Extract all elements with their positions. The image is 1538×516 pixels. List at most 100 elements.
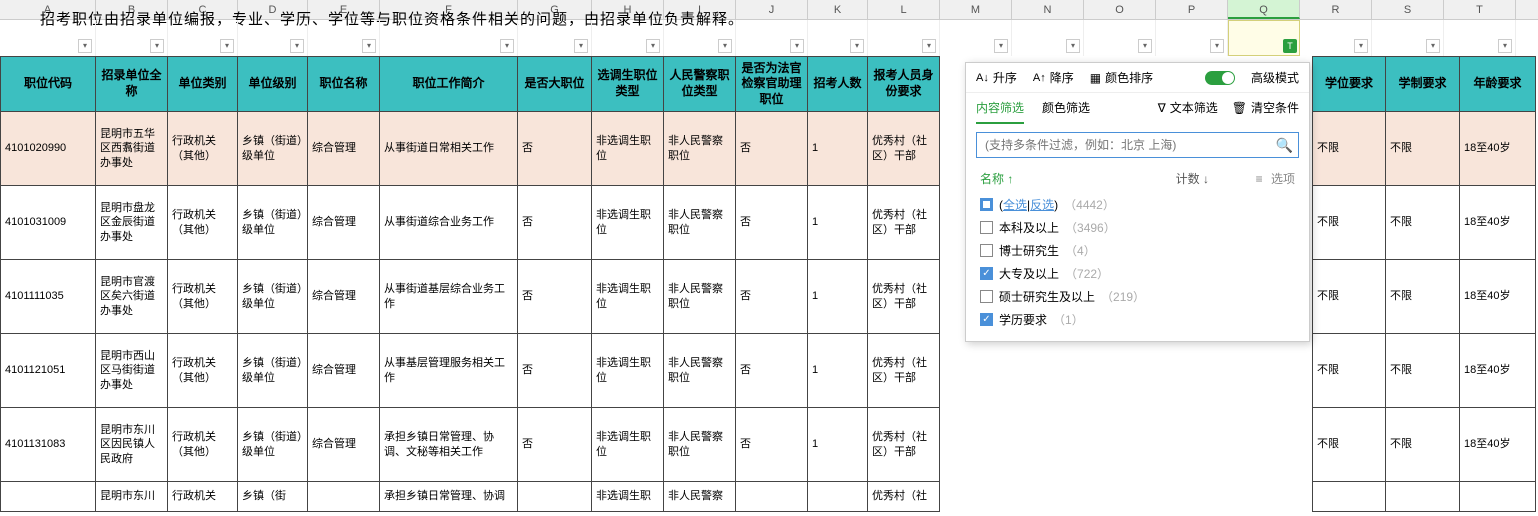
table-cell: 4101020990	[0, 112, 96, 186]
filter-dropdown-icon[interactable]: ▾	[1066, 39, 1080, 53]
filter-dropdown-icon[interactable]: ▾	[922, 39, 936, 53]
table-header-cell: 招录单位全称	[96, 56, 168, 112]
table-header-cell: 学位要求	[1312, 56, 1386, 112]
desc-cell: ▾	[1444, 20, 1516, 56]
table-cell	[808, 482, 868, 512]
table-cell: 昆明市五华区西翥街道办事处	[96, 112, 168, 186]
filter-dropdown-icon[interactable]: ▾	[646, 39, 660, 53]
column-header-M[interactable]: M	[940, 0, 1012, 19]
tab-content-filter[interactable]: 内容筛选	[976, 99, 1024, 124]
desc-cell: ▾	[664, 20, 736, 56]
table-cell: 不限	[1312, 334, 1386, 408]
table-cell: 否	[736, 112, 808, 186]
desc-cell: ▾	[868, 20, 940, 56]
table-cell: 1	[808, 186, 868, 260]
column-header-L[interactable]: L	[868, 0, 940, 19]
advanced-mode-label: 高级模式	[1251, 69, 1299, 86]
filter-dropdown-icon[interactable]: ▾	[1138, 39, 1152, 53]
column-header-N[interactable]: N	[1012, 0, 1084, 19]
checkbox[interactable]	[980, 198, 993, 211]
desc-cell: ▾	[592, 20, 664, 56]
table-header-cell: 职位工作简介	[380, 56, 518, 112]
filter-dropdown-icon[interactable]: ▾	[994, 39, 1008, 53]
table-row[interactable]: 4101121051昆明市西山区马街街道办事处行政机关（其他）乡镇（街道）级单位…	[0, 334, 1538, 408]
desc-cell: T	[1228, 20, 1300, 56]
table-cell: 18至40岁	[1460, 112, 1536, 186]
checkbox[interactable]: ✓	[980, 313, 993, 326]
filter-search-input[interactable]	[976, 132, 1299, 158]
table-header-cell: 单位类别	[168, 56, 238, 112]
desc-cell: ▾	[736, 20, 808, 56]
checkbox[interactable]	[980, 221, 993, 234]
select-all-link[interactable]: 全选	[1003, 198, 1027, 212]
table-cell: 否	[518, 260, 592, 334]
column-header-P[interactable]: P	[1156, 0, 1228, 19]
filter-item-count: （722）	[1065, 265, 1109, 282]
table-cell: 不限	[1312, 260, 1386, 334]
filter-dropdown-icon[interactable]: ▾	[574, 39, 588, 53]
advanced-mode-toggle[interactable]	[1205, 71, 1235, 85]
filter-list-item[interactable]: (全选|反选)（4442）	[980, 193, 1295, 216]
table-cell: 4101031009	[0, 186, 96, 260]
filter-list-item[interactable]: 本科及以上（3496）	[980, 216, 1295, 239]
filter-list-item[interactable]: 博士研究生（4）	[980, 239, 1295, 262]
table-cell: 非人民警察	[664, 482, 736, 512]
desc-cell: ▾	[1372, 20, 1444, 56]
column-header-S[interactable]: S	[1372, 0, 1444, 19]
clear-conditions-button[interactable]: 🗑清空条件	[1232, 99, 1299, 116]
column-header-R[interactable]: R	[1300, 0, 1372, 19]
table-cell: 18至40岁	[1460, 334, 1536, 408]
table-cell: 不限	[1386, 112, 1460, 186]
table-cell: 昆明市盘龙区金辰街道办事处	[96, 186, 168, 260]
table-row[interactable]: 4101131083昆明市东川区因民镇人民政府行政机关（其他）乡镇（街道）级单位…	[0, 408, 1538, 482]
filter-dropdown-icon[interactable]: ▾	[718, 39, 732, 53]
table-header-cell: 职位名称	[308, 56, 380, 112]
desc-cell: ▾	[1084, 20, 1156, 56]
column-header-O[interactable]: O	[1084, 0, 1156, 19]
color-sort-button[interactable]: ▦颜色排序	[1090, 69, 1153, 86]
list-header-name[interactable]: 名称 ↑	[980, 170, 1176, 187]
filter-dropdown-icon[interactable]: ▾	[1210, 39, 1224, 53]
filter-dropdown-icon[interactable]: ▾	[362, 39, 376, 53]
table-header-cell: 学制要求	[1386, 56, 1460, 112]
table-cell: 否	[736, 334, 808, 408]
filter-dropdown-icon[interactable]: ▾	[850, 39, 864, 53]
table-cell: 否	[518, 408, 592, 482]
table-row[interactable]: 昆明市东川行政机关乡镇（街承担乡镇日常管理、协调非选调生职非人民警察优秀村（社	[0, 482, 1538, 512]
search-icon[interactable]: 🔍	[1276, 137, 1293, 154]
filter-dropdown-icon[interactable]: ▾	[500, 39, 514, 53]
filter-dropdown-icon[interactable]: ▾	[790, 39, 804, 53]
filter-item-label: 学历要求	[999, 311, 1047, 328]
table-cell	[1386, 482, 1460, 512]
filter-list-item[interactable]: ✓ 大专及以上 （722）	[980, 262, 1295, 285]
inverse-link[interactable]: 反选	[1030, 198, 1054, 212]
filter-dropdown-icon[interactable]: ▾	[1354, 39, 1368, 53]
list-header-count[interactable]: 计数 ↓	[1176, 170, 1256, 187]
tab-color-filter[interactable]: 颜色筛选	[1042, 99, 1090, 124]
table-cell	[736, 482, 808, 512]
text-filter-button[interactable]: ∇文本筛选	[1158, 99, 1218, 116]
sort-asc-button[interactable]: A↓升序	[976, 69, 1017, 86]
filter-dropdown-icon[interactable]: ▾	[1426, 39, 1440, 53]
column-header-T[interactable]: T	[1444, 0, 1516, 19]
filter-dropdown-icon[interactable]: ▾	[290, 39, 304, 53]
filter-dropdown-icon[interactable]: ▾	[78, 39, 92, 53]
filter-list-item[interactable]: ✓学历要求（1）	[980, 308, 1295, 331]
column-header-Q[interactable]: Q	[1228, 0, 1300, 19]
filter-dropdown-icon[interactable]: ▾	[220, 39, 234, 53]
filter-dropdown-icon[interactable]: ▾	[1498, 39, 1512, 53]
sort-desc-button[interactable]: A↑降序	[1033, 69, 1074, 86]
filter-dropdown-icon[interactable]: ▾	[150, 39, 164, 53]
checkbox[interactable]	[980, 290, 993, 303]
checkbox[interactable]: ✓	[980, 267, 993, 280]
column-header-J[interactable]: J	[736, 0, 808, 19]
column-header-K[interactable]: K	[808, 0, 868, 19]
filter-item-label: 大专及以上	[999, 265, 1059, 282]
table-cell: 行政机关（其他）	[168, 186, 238, 260]
desc-cell: ▾	[808, 20, 868, 56]
text-badge-icon: T	[1283, 39, 1297, 53]
filter-item-label: 本科及以上	[999, 219, 1059, 236]
list-header-options[interactable]: 选项	[1256, 170, 1295, 187]
checkbox[interactable]	[980, 244, 993, 257]
filter-list-item[interactable]: 硕士研究生及以上（219）	[980, 285, 1295, 308]
